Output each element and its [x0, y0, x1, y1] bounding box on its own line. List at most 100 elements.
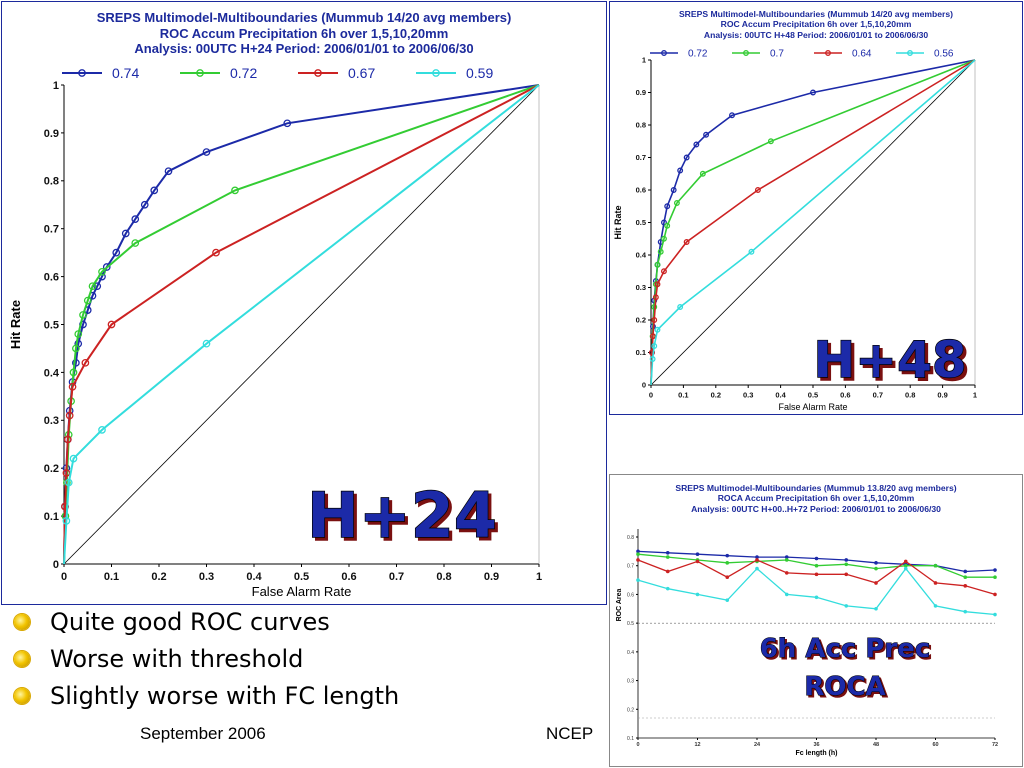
data-point-red — [63, 435, 72, 444]
data-point-green — [664, 222, 671, 229]
data-point-red — [665, 569, 670, 574]
data-point-cyan — [814, 595, 819, 600]
roc-h48-title-line-1: SREPS Multimodel-Multiboundaries (Mummub… — [678, 9, 954, 19]
roca-title-line-1: SREPS Multimodel-Multiboundaries (Mummub… — [675, 483, 957, 493]
data-point-cyan — [933, 604, 938, 608]
data-point-green — [74, 330, 83, 338]
bullet-text: Quite good ROC curves — [50, 607, 330, 636]
y-tick-label: 0.5 — [636, 218, 646, 227]
data-point-blue — [703, 131, 710, 138]
data-point-cyan — [695, 592, 700, 597]
y-tick-label: 0.3 — [636, 283, 646, 292]
data-point-green — [903, 563, 908, 568]
data-point-blue — [725, 553, 730, 558]
no-skill-diagonal — [63, 84, 540, 565]
y-tick-label: 0.6 — [627, 592, 634, 598]
data-point-blue — [993, 568, 997, 572]
y-tick-label: 0.3 — [627, 679, 634, 685]
x-tick-label: 36 — [813, 742, 819, 748]
data-point-green — [636, 552, 640, 557]
roc-h48-title-line-2: ROC Accum Precipitation 6h over 1,5,10,2… — [720, 19, 912, 30]
roc-h24-title-line-1: SREPS Multimodel-Multiboundaries (Mummub… — [96, 10, 512, 25]
x-tick-label: 0.4 — [775, 391, 786, 400]
data-point-blue — [283, 119, 292, 128]
data-point-green — [874, 566, 878, 571]
data-point-cyan — [651, 343, 658, 349]
data-point-blue — [112, 248, 121, 257]
x-tick-label: 0.8 — [436, 571, 451, 583]
roc-h48-title: SREPS Multimodel-Multiboundaries (Mummub… — [610, 9, 1022, 40]
data-point-cyan — [69, 454, 78, 463]
data-point-cyan — [725, 598, 730, 602]
y-tick-label: 0.3 — [44, 415, 59, 427]
data-point-green — [657, 248, 664, 255]
roca-title: SREPS Multimodel-Multiboundaries (Mummub… — [610, 483, 1022, 514]
data-point-blue — [814, 556, 819, 561]
data-point-cyan — [844, 604, 849, 608]
data-point-green — [814, 563, 819, 568]
legend-marker-red — [314, 69, 322, 77]
bullet-item: Slightly worse with FC length — [12, 677, 399, 714]
y-tick-label: 0.5 — [44, 319, 59, 331]
roc-h24-title-line-3: Analysis: 00UTC H+24 Period: 2006/01/01 … — [134, 41, 474, 57]
data-point-blue — [784, 555, 789, 559]
data-point-blue — [202, 148, 211, 156]
x-axis-label: False Alarm Rate — [252, 584, 352, 599]
x-tick-label: 24 — [754, 742, 761, 748]
data-point-blue — [121, 229, 130, 238]
data-point-green — [83, 296, 92, 305]
data-point-green — [79, 311, 87, 319]
data-point-cyan — [62, 517, 71, 525]
y-tick-label: 1 — [642, 56, 646, 65]
data-point-blue — [636, 549, 640, 554]
data-point-red — [993, 592, 997, 597]
data-point-cyan — [748, 248, 755, 255]
x-tick-label: 0.3 — [743, 391, 753, 400]
data-point-blue — [665, 550, 670, 555]
y-tick-label: 0.1 — [627, 736, 634, 742]
x-axis-label: False Alarm Rate — [778, 402, 847, 412]
legend-label-blue: 0.72 — [688, 49, 708, 60]
y-tick-label: 0 — [642, 381, 646, 390]
y-axis-label: ROC Area — [616, 588, 623, 621]
data-point-red — [933, 581, 938, 585]
y-tick-label: 0.1 — [636, 348, 646, 357]
roc-h24-chart: 0 0.1 0.2 0.3 0.4 0.5 0.6 0.7 0.8 0.9 1 0 0.1 0.2 0.3 0… — [8, 65, 542, 599]
data-point-red — [844, 572, 849, 577]
y-tick-label: 0 — [53, 559, 59, 571]
data-point-red — [654, 281, 661, 288]
data-point-cyan — [202, 339, 211, 348]
legend-marker-cyan — [432, 69, 440, 77]
x-tick-label: 0.5 — [294, 571, 309, 583]
data-point-green — [654, 261, 661, 268]
roc-h24-title-line-2: ROC Accum Precipitation 6h over 1,5,10,2… — [159, 25, 449, 41]
data-point-cyan — [993, 612, 997, 617]
roc-h48-chart: 0 0.1 0.2 0.3 0.4 0.5 0.6 0.7 0.8 0.9 1 0 0.1 0.2 0.3 0… — [613, 49, 977, 413]
data-point-green — [673, 200, 680, 206]
data-point-cyan — [665, 586, 670, 591]
data-point-blue — [102, 263, 111, 271]
y-tick-label: 0.6 — [636, 186, 646, 195]
legend-label-green: 0.72 — [230, 65, 257, 81]
roca-title-line-2: ROCA Accum Precipitation 6h over 1,5,10,… — [717, 493, 915, 504]
legend-marker-blue — [661, 50, 667, 56]
series-line-red — [63, 84, 540, 565]
data-point-red — [68, 382, 77, 391]
x-tick-label: 0.7 — [389, 571, 404, 583]
chart-annotation: H+48 — [813, 331, 966, 389]
bullet-text: Slightly worse with FC length — [50, 681, 400, 710]
roca-title-line-3: Analysis: 00UTC H+00..H+72 Period: 2006/… — [691, 503, 941, 514]
data-point-red — [903, 559, 908, 564]
y-tick-label: 0.7 — [636, 153, 646, 162]
x-tick-label: 0.9 — [484, 571, 499, 583]
y-axis-label: Hit Rate — [8, 300, 23, 349]
roca-panel: SREPS Multimodel-Multiboundaries (Mummub… — [609, 474, 1023, 767]
data-point-blue — [670, 187, 677, 193]
data-point-red — [649, 333, 656, 340]
data-point-green — [231, 186, 239, 195]
data-point-cyan — [963, 609, 968, 614]
data-point-green — [69, 368, 78, 377]
y-tick-label: 1 — [53, 80, 59, 92]
x-tick-label: 0.6 — [341, 571, 356, 583]
chart-annotation: 6h Acc Prec — [760, 634, 931, 664]
